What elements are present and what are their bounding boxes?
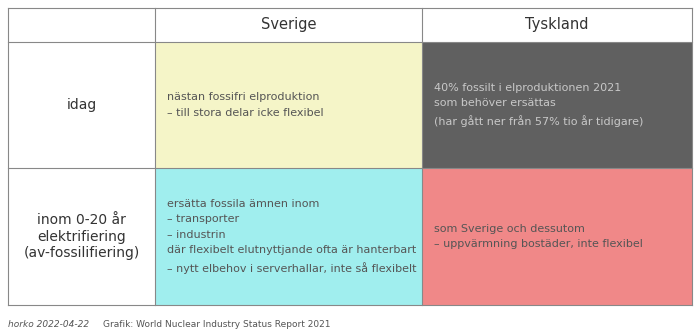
Text: nästan fossifri elproduktion
– till stora delar icke flexibel: nästan fossifri elproduktion – till stor…	[167, 92, 323, 118]
Bar	[155, 168, 422, 305]
Text: horko 2022-04-22: horko 2022-04-22	[8, 320, 89, 329]
Text: 40% fossilt i elproduktionen 2021
som behöver ersättas
(har gått ner från 57% ti: 40% fossilt i elproduktionen 2021 som be…	[434, 83, 643, 127]
Text: idag: idag	[66, 98, 97, 112]
Text: Sverige: Sverige	[260, 17, 316, 33]
Text: inom 0-20 år
elektrifiering
(av-fossilifiering): inom 0-20 år elektrifiering (av-fossilif…	[23, 213, 139, 260]
Bar	[8, 168, 155, 305]
Bar	[8, 42, 155, 168]
Text: Tyskland: Tyskland	[525, 17, 589, 33]
Bar	[8, 8, 692, 42]
Bar	[422, 168, 692, 305]
Bar	[155, 42, 422, 168]
Text: ersätta fossila ämnen inom
– transporter
– industrin
där flexibelt elutnyttjande: ersätta fossila ämnen inom – transporter…	[167, 199, 416, 274]
Text: Grafik: World Nuclear Industry Status Report 2021: Grafik: World Nuclear Industry Status Re…	[103, 320, 330, 329]
Text: som Sverige och dessutom
– uppvärmning bostäder, inte flexibel: som Sverige och dessutom – uppvärmning b…	[434, 224, 643, 249]
Bar	[422, 42, 692, 168]
